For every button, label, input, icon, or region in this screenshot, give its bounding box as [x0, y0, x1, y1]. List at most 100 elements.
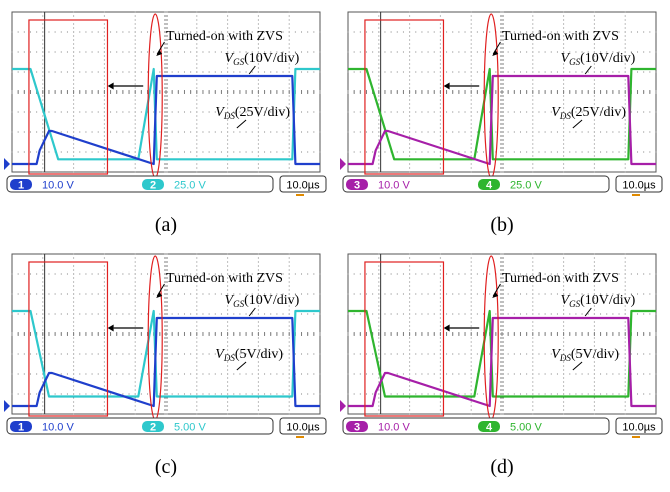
- grid-dot: [470, 31, 472, 33]
- grid-dot: [624, 39, 626, 41]
- grid-dot: [42, 95, 44, 97]
- grid-dot: [245, 111, 247, 113]
- grid-dot: [42, 293, 44, 295]
- grid-dot: [42, 71, 44, 73]
- grid-dot: [196, 297, 198, 299]
- highlight-box: [364, 19, 445, 175]
- grid-dot: [378, 409, 380, 411]
- grid-dot: [196, 253, 198, 255]
- zvs-label: Turned-on with ZVS: [166, 29, 283, 44]
- grid-dot: [532, 55, 534, 57]
- grid-dot: [110, 31, 112, 33]
- grid-dot: [91, 71, 93, 73]
- grid-dot: [532, 413, 534, 415]
- grid-dot: [563, 289, 565, 291]
- grid-dot: [301, 31, 303, 33]
- grid-dot: [439, 143, 441, 145]
- caption-c: (c): [154, 456, 178, 478]
- grid-dot: [288, 405, 290, 407]
- grid-dot: [439, 265, 441, 267]
- grid-dot: [11, 373, 13, 375]
- grid-dot: [378, 377, 380, 379]
- grid-dot: [556, 353, 558, 355]
- grid-dot: [464, 393, 466, 395]
- grid-dot: [421, 51, 423, 53]
- grid-dot: [439, 405, 441, 407]
- channel-badge: [478, 179, 500, 190]
- grid-dot: [575, 373, 577, 375]
- grid-dot: [159, 353, 161, 355]
- grid-dot: [433, 151, 435, 153]
- grid-dot: [227, 19, 229, 21]
- grid-dot: [103, 393, 105, 395]
- grid-dot: [378, 31, 380, 33]
- grid-dot: [270, 373, 272, 375]
- grid-dot: [593, 337, 595, 339]
- vgs-label-scale: (10V/div): [580, 293, 636, 308]
- grid-dot: [452, 373, 454, 375]
- grid-dot: [288, 393, 290, 395]
- grid-dot: [42, 377, 44, 379]
- grid-dot: [446, 313, 448, 315]
- grid-dot: [301, 111, 303, 113]
- grid-dot: [73, 265, 75, 267]
- grid-dot: [251, 31, 253, 33]
- grid-dot: [66, 293, 68, 295]
- grid-dot: [624, 269, 626, 271]
- grid-dot: [134, 253, 136, 255]
- grid-dot: [23, 313, 25, 315]
- grid-dot: [532, 257, 534, 259]
- grid-dot: [196, 51, 198, 53]
- grid-dot: [476, 353, 478, 355]
- grid-dot: [421, 31, 423, 33]
- grid-dot: [264, 111, 266, 113]
- grid-dot: [227, 369, 229, 371]
- scope-svg-b: Turned-on with ZVSVGS(10V/div)VDS(25V/di…: [340, 11, 663, 196]
- grid-dot: [390, 31, 392, 33]
- grid-dot: [196, 31, 198, 33]
- grid-dot: [470, 63, 472, 65]
- grid-dot: [227, 119, 229, 121]
- grid-dot: [470, 353, 472, 355]
- grid-dot: [495, 373, 497, 375]
- zvs-label: Turned-on with ZVS: [502, 29, 619, 44]
- channel-number: 3: [354, 180, 360, 192]
- grid-dot: [264, 313, 266, 315]
- grid-dot: [214, 71, 216, 73]
- grid-dot: [624, 131, 626, 133]
- grid-dot: [624, 99, 626, 101]
- grid-dot: [245, 51, 247, 53]
- grid-dot: [519, 313, 521, 315]
- grid-dot: [11, 273, 13, 275]
- grid-dot: [624, 127, 626, 129]
- grid-dot: [464, 151, 466, 153]
- grid-dot: [612, 373, 614, 375]
- grid-dot: [276, 353, 278, 355]
- grid-dot: [270, 151, 272, 153]
- grid-dot: [227, 135, 229, 137]
- grid-dot: [470, 349, 472, 351]
- grid-dot: [593, 369, 595, 371]
- grid-dot: [110, 373, 112, 375]
- grid-dot: [220, 273, 222, 275]
- grid-dot: [415, 131, 417, 133]
- grid-dot: [439, 43, 441, 45]
- vds-label-sub: DS: [559, 353, 571, 363]
- grid-dot: [42, 119, 44, 121]
- grid-dot: [470, 39, 472, 41]
- grid-dot: [421, 393, 423, 395]
- grid-dot: [556, 393, 558, 395]
- grid-dot: [563, 381, 565, 383]
- grid-dot: [409, 321, 411, 323]
- grid-dot: [116, 71, 118, 73]
- grid-dot: [470, 95, 472, 97]
- grid-dot: [116, 293, 118, 295]
- vds-trace: [12, 67, 320, 161]
- grid-dot: [409, 389, 411, 391]
- grid-dot: [214, 51, 216, 53]
- grid-dot: [402, 131, 404, 133]
- grid-dot: [624, 31, 626, 33]
- grid-dot: [470, 27, 472, 29]
- grid-dot: [134, 317, 136, 319]
- grid-dot: [251, 353, 253, 355]
